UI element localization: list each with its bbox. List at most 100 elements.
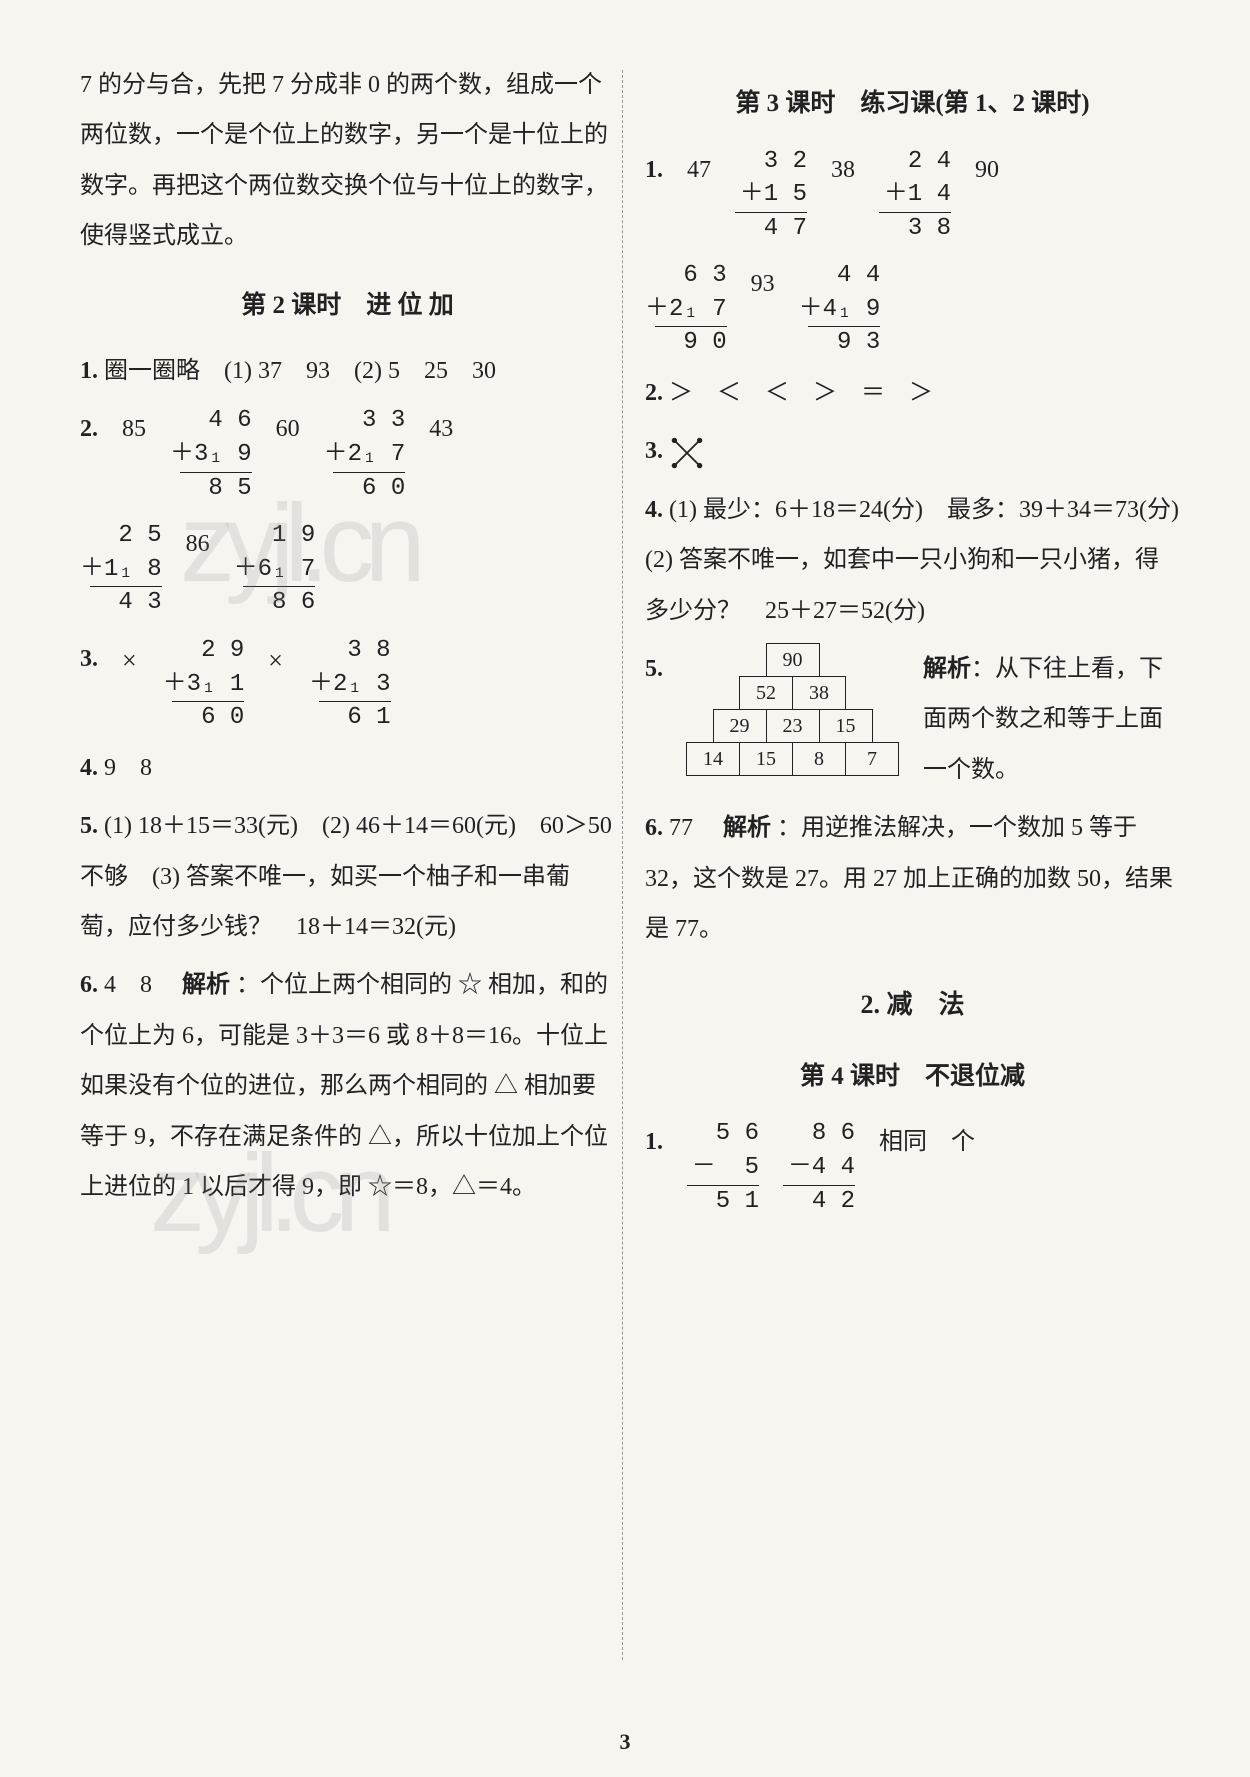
v-sum: 3 8 <box>879 212 951 242</box>
l-q4-text: 9 8 <box>104 755 152 781</box>
v-row: ＋2₁ 7 <box>324 441 406 468</box>
v-row: －4 4 <box>788 1154 855 1181</box>
r-q1-v2: 2 4 ＋1 4 3 8 <box>879 145 951 246</box>
r-q3: 3. <box>645 426 1180 476</box>
l-q2-lead: 85 <box>122 404 146 454</box>
l-q6-text: ：个位上两个相同的 ☆ 相加，和的个位上为 6，可能是 3＋3＝6 或 8＋8＝… <box>80 972 608 1200</box>
v-row: 1 9 <box>243 522 315 549</box>
r-q5-kw: 解析 <box>923 656 971 682</box>
r-q3-number: 3. <box>645 438 663 464</box>
r-q5-number: 5. <box>645 644 663 694</box>
v-row: ＋4₁ 9 <box>799 296 881 323</box>
r-q1-number: 1. <box>645 145 663 195</box>
r-q6-number: 6. <box>645 815 663 841</box>
r-q1-tail1: 90 <box>975 145 999 195</box>
r-q1-mid2: 93 <box>751 259 775 309</box>
lesson-3-heading: 第 3 课时 练习课(第 1、2 课时) <box>645 78 1180 131</box>
cross-match-icon <box>669 435 705 471</box>
pcell: 15 <box>739 742 793 776</box>
pcell: 7 <box>845 742 899 776</box>
r-q6-lead: 77 <box>669 815 717 841</box>
l-q4: 4. 9 8 <box>80 743 615 793</box>
l-q3-v1: 2 9 ＋3₁ 1 6 0 <box>163 634 245 735</box>
v-row: 3 2 <box>735 148 807 175</box>
l-q1-number: 1. <box>80 358 98 384</box>
number-pyramid: 90 5238 292315 141587 <box>687 644 899 776</box>
l-q2-v4: 1 9 ＋6₁ 7 8 6 <box>234 519 316 620</box>
r-q1: 1. 47 3 2 ＋1 5 4 7 38 2 4 ＋1 4 3 8 90 6 … <box>645 145 1180 361</box>
v-row: ＋3₁ 1 <box>163 671 245 698</box>
v-row: ＋1 5 <box>740 181 807 208</box>
r-q1-v3: 6 3 ＋2₁ 7 9 0 <box>645 259 727 360</box>
r-q6: 6. 77 解析 ：用逆推法解决，一个数加 5 等于 32，这个数是 27。用 … <box>645 803 1180 954</box>
v-row: 4 6 <box>180 407 252 434</box>
l-q2-mid1: 60 <box>276 404 300 454</box>
v-row: ＋2₁ 3 <box>309 671 391 698</box>
r-q1b-number: 1. <box>645 1117 663 1167</box>
l-q5: 5. (1) 18＋15＝33(元) (2) 46＋14＝60(元) 60＞50… <box>80 801 615 952</box>
r-q1b-v2: 8 6 －4 4 4 2 <box>783 1117 855 1218</box>
l-q3-v2: 3 8 ＋2₁ 3 6 1 <box>309 634 391 735</box>
column-divider <box>622 70 623 1660</box>
v-row: ＋1 4 <box>884 181 951 208</box>
l-q1: 1. 圈一圈略 (1) 37 93 (2) 5 25 30 <box>80 346 615 396</box>
l-q2-v1: 4 6 ＋3₁ 9 8 5 <box>170 404 252 505</box>
v-row: ＋2₁ 7 <box>645 296 727 323</box>
r-q1-mid1: 38 <box>831 145 855 195</box>
l-q3-j2: × <box>268 634 285 689</box>
v-row: 3 3 <box>333 407 405 434</box>
l-q6-kw: 解析 <box>182 972 230 998</box>
l-q2-mid2: 86 <box>186 519 210 569</box>
l-q2-v3: 2 5 ＋1₁ 8 4 3 <box>80 519 162 620</box>
v-sum: 8 5 <box>180 472 252 502</box>
r-q1b: 1. 5 6 － 5 5 1 8 6 －4 4 4 2 相同 个 <box>645 1117 1180 1218</box>
v-row: 2 9 <box>172 637 244 664</box>
v-row: 3 8 <box>319 637 391 664</box>
left-column: 7 的分与合，先把 7 分成非 0 的两个数，组成一个两位数，一个是个位上的数字… <box>80 60 615 1680</box>
r-q5: 5. 90 5238 292315 141587 解析：从下往上看，下面两个数之… <box>645 644 1180 795</box>
l-q2-v2: 3 3 ＋2₁ 7 6 0 <box>324 404 406 505</box>
section-2-title: 2. 减 法 <box>645 978 1180 1033</box>
v-sum: 6 1 <box>319 701 391 731</box>
r-q6-kw: 解析 <box>723 815 771 841</box>
v-row: ＋3₁ 9 <box>170 441 252 468</box>
right-column: 第 3 课时 练习课(第 1、2 课时) 1. 47 3 2 ＋1 5 4 7 … <box>645 60 1180 1680</box>
v-sum: 4 7 <box>735 212 807 242</box>
r-q4-number: 4. <box>645 497 663 523</box>
v-sum: 5 1 <box>687 1185 759 1215</box>
v-row: 6 3 <box>655 262 727 289</box>
v-row: 5 6 <box>687 1120 759 1147</box>
v-row: 4 4 <box>808 262 880 289</box>
l-q3: 3. × 2 9 ＋3₁ 1 6 0 × 3 8 ＋2₁ 3 6 1 <box>80 634 615 735</box>
r-q2: 2. ＞ ＜ ＜ ＞ ＝ ＞ <box>645 368 1180 418</box>
pcell: 8 <box>792 742 846 776</box>
l-q4-number: 4. <box>80 755 98 781</box>
intro-paragraph: 7 的分与合，先把 7 分成非 0 的两个数，组成一个两位数，一个是个位上的数字… <box>80 60 615 262</box>
l-q6: 6. 4 8 解析 ：个位上两个相同的 ☆ 相加，和的个位上为 6，可能是 3＋… <box>80 960 615 1212</box>
r-q1b-v1: 5 6 － 5 5 1 <box>687 1117 759 1218</box>
l-q3-j1: × <box>122 634 139 689</box>
r-q1b-tail: 相同 个 <box>879 1117 975 1167</box>
v-sum: 9 3 <box>808 326 880 356</box>
page-number: 3 <box>0 1729 1250 1755</box>
r-q4: 4. (1) 最少：6＋18＝24(分) 最多：39＋34＝73(分) (2) … <box>645 485 1180 636</box>
v-row: 2 4 <box>879 148 951 175</box>
v-sum: 4 2 <box>783 1185 855 1215</box>
l-q2-number: 2. <box>80 404 98 454</box>
two-column-layout: 7 的分与合，先把 7 分成非 0 的两个数，组成一个两位数，一个是个位上的数字… <box>80 60 1180 1680</box>
v-sum: 4 3 <box>90 586 162 616</box>
r-q1-v1: 3 2 ＋1 5 4 7 <box>735 145 807 246</box>
r-q2-text: ＞ ＜ ＜ ＞ ＝ ＞ <box>669 380 933 406</box>
v-sum: 6 0 <box>172 701 244 731</box>
l-q2-tail1: 43 <box>429 404 453 454</box>
l-q1-text: 圈一圈略 (1) 37 93 (2) 5 25 30 <box>104 358 496 384</box>
l-q2: 2. 85 4 6 ＋3₁ 9 8 5 60 3 3 ＋2₁ 7 6 0 43 … <box>80 404 615 620</box>
l-q3-number: 3. <box>80 634 98 684</box>
v-sum: 8 6 <box>243 586 315 616</box>
l-q5-text: (1) 18＋15＝33(元) (2) 46＋14＝60(元) 60＞50 不够… <box>80 813 636 940</box>
v-sum: 6 0 <box>333 472 405 502</box>
l-q6-number: 6. <box>80 972 98 998</box>
lesson-2-heading: 第 2 课时 进 位 加 <box>80 280 615 333</box>
l-q6-lead: 4 8 <box>104 972 176 998</box>
lesson-4-heading: 第 4 课时 不退位减 <box>645 1051 1180 1104</box>
